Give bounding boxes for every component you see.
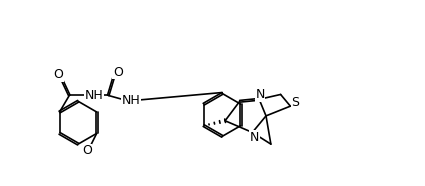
Text: NH: NH bbox=[121, 94, 140, 107]
Text: N: N bbox=[255, 88, 265, 101]
Text: S: S bbox=[291, 96, 299, 109]
Text: O: O bbox=[113, 65, 123, 78]
Text: O: O bbox=[82, 145, 92, 157]
Text: N: N bbox=[249, 131, 259, 144]
Text: O: O bbox=[54, 68, 63, 81]
Text: NH: NH bbox=[84, 89, 103, 102]
